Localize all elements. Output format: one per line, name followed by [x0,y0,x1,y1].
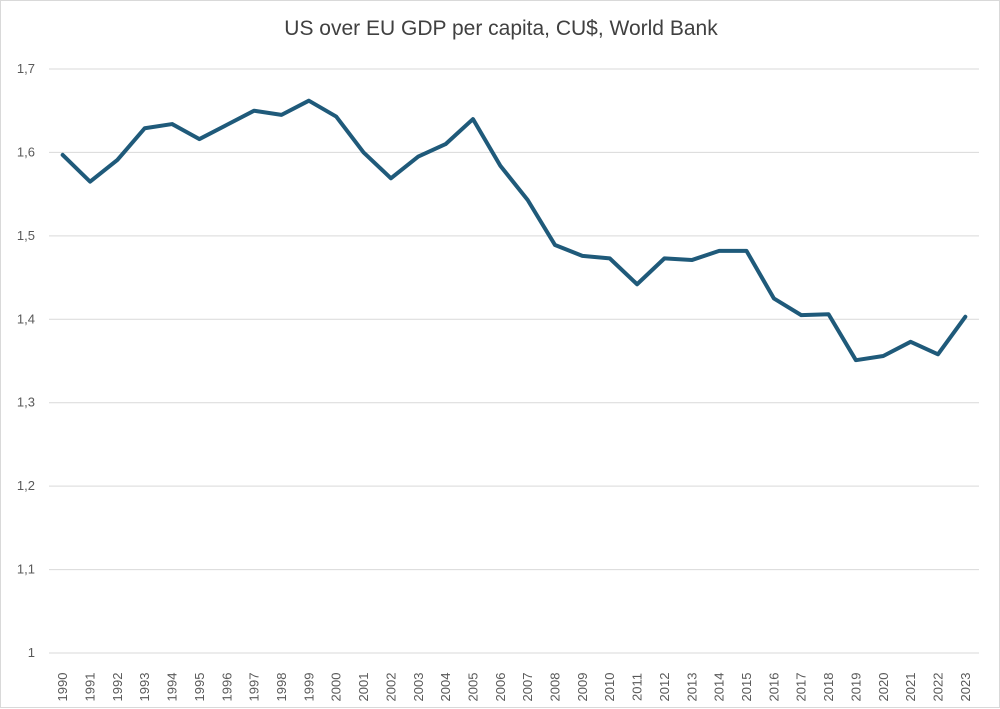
x-tick-label: 2002 [383,673,398,702]
series-layer [63,101,966,361]
x-tick-label: 2009 [575,673,590,702]
y-tick-label: 1,1 [17,562,35,577]
x-tick-label: 2012 [657,673,672,702]
x-tick-label: 2017 [794,673,809,702]
x-tick-label: 1999 [301,673,316,702]
x-tick-label: 1990 [55,673,70,702]
x-tick-label: 2020 [876,673,891,702]
gridlines [49,69,979,653]
x-tick-label: 1995 [192,673,207,702]
x-tick-label: 2022 [930,673,945,702]
x-tick-label: 1998 [274,673,289,702]
y-axis-ticks: 1 1,1 1,2 1,3 1,4 1,5 1,6 1,7 [17,61,35,660]
series-line-0 [63,101,966,360]
y-tick-label: 1,6 [17,144,35,159]
x-axis-ticks: 1990 1991 1992 1993 1994 1995 1996 1997 1998 1999… [55,673,973,702]
y-tick-label: 1,7 [17,61,35,76]
x-tick-label: 2007 [520,673,535,702]
x-tick-label: 2021 [903,673,918,702]
x-tick-label: 2019 [848,673,863,702]
x-tick-label: 2006 [493,673,508,702]
y-tick-label: 1,3 [17,395,35,410]
y-tick-label: 1,4 [17,311,35,326]
x-tick-label: 2015 [739,673,754,702]
x-tick-label: 1997 [247,673,262,702]
y-tick-label: 1,5 [17,228,35,243]
x-tick-label: 2003 [411,673,426,702]
x-tick-label: 2011 [630,673,645,701]
x-tick-label: 2016 [766,673,781,702]
x-tick-label: 2010 [602,673,617,702]
x-tick-label: 2014 [712,673,727,702]
x-tick-label: 1991 [83,673,98,702]
x-tick-label: 1996 [219,673,234,702]
y-tick-label: 1 [28,645,35,660]
x-tick-label: 2000 [329,673,344,702]
y-tick-label: 1,2 [17,478,35,493]
x-tick-label: 1992 [110,673,125,702]
x-tick-label: 2023 [958,673,973,702]
x-tick-label: 2005 [465,673,480,702]
x-tick-label: 2004 [438,673,453,702]
x-tick-label: 2013 [684,673,699,702]
x-tick-label: 2008 [548,673,563,702]
x-tick-label: 2001 [356,673,371,702]
x-tick-label: 1994 [165,673,180,702]
x-tick-label: 2018 [821,673,836,702]
x-tick-label: 1993 [137,673,152,702]
